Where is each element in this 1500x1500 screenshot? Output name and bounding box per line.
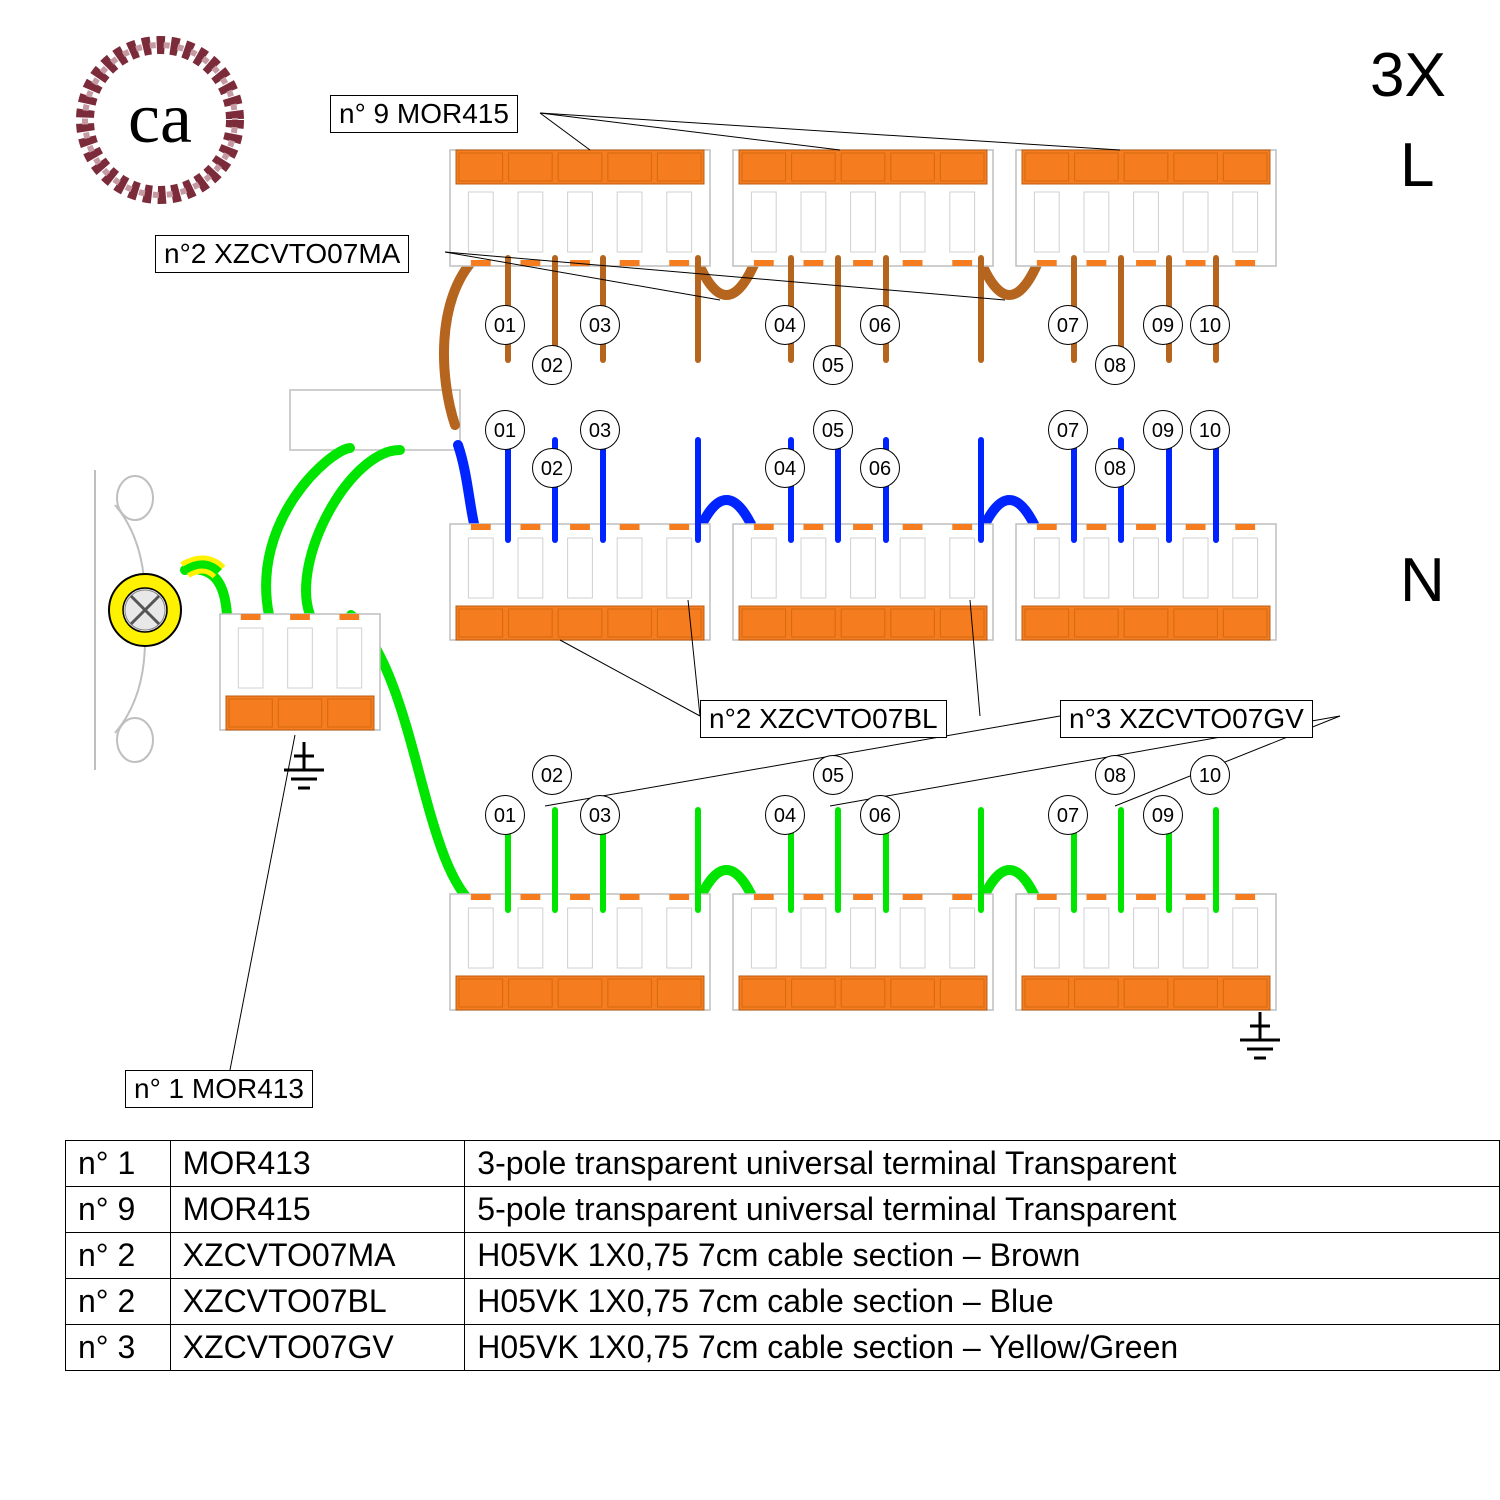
callout-green: n°3 XZCVTO07GV [1060,700,1313,738]
label-N: N [1400,545,1445,616]
wire-number-badge: 01 [485,305,525,345]
wiring-diagram: ca [0,0,1500,1500]
wire-number-badge: 04 [765,448,805,488]
table-cell: H05VK 1X0,75 7cm cable section – Brown [465,1233,1500,1279]
wire-number-badge: 02 [532,448,572,488]
wire-number-badge: 01 [485,410,525,450]
label-3x: 3X [1370,40,1446,111]
table-cell: n° 3 [66,1325,171,1371]
wire-number-badge: 10 [1190,755,1230,795]
wire-number-badge: 09 [1143,305,1183,345]
connector-5pole [450,524,710,640]
wire-number-badge: 08 [1095,448,1135,488]
wire-number-badge: 04 [765,795,805,835]
connector-5pole [1016,524,1276,640]
connector-5pole [733,894,993,1010]
wire-number-badge: 03 [580,410,620,450]
wire-number-badge: 06 [860,795,900,835]
wire-number-badge: 07 [1048,795,1088,835]
connector-5pole [733,524,993,640]
label-L: L [1400,130,1434,201]
wire-number-badge: 10 [1190,305,1230,345]
wire-number-badge: 02 [532,345,572,385]
wire-number-badge: 05 [813,755,853,795]
wire-number-badge: 05 [813,345,853,385]
table-cell: H05VK 1X0,75 7cm cable section – Blue [465,1279,1500,1325]
junction-box [290,390,460,450]
wire-number-badge: 04 [765,305,805,345]
connector-5pole [450,150,710,266]
wire-number-badge: 09 [1143,795,1183,835]
wire-number-badge: 07 [1048,305,1088,345]
wire-number-badge: 10 [1190,410,1230,450]
table-cell: XZCVTO07GV [170,1325,465,1371]
wire-number-badge: 01 [485,795,525,835]
table-row: n° 3XZCVTO07GVH05VK 1X0,75 7cm cable sec… [66,1325,1500,1371]
connector-5pole [1016,894,1276,1010]
table-row: n° 1MOR4133-pole transparent universal t… [66,1141,1500,1187]
connector-3pole [220,614,380,730]
table-cell: 5-pole transparent universal terminal Tr… [465,1187,1500,1233]
table-cell: 3-pole transparent universal terminal Tr… [465,1141,1500,1187]
wire-number-badge: 08 [1095,755,1135,795]
ground-symbol [284,742,324,788]
ground-ring-terminal [109,564,219,646]
connector-5pole [450,894,710,1010]
table-row: n° 2XZCVTO07MAH05VK 1X0,75 7cm cable sec… [66,1233,1500,1279]
callout-blue: n°2 XZCVTO07BL [700,700,947,738]
callout-mor413: n° 1 MOR413 [125,1070,313,1108]
table-cell: n° 1 [66,1141,171,1187]
table-cell: n° 2 [66,1233,171,1279]
parts-table: n° 1MOR4133-pole transparent universal t… [65,1140,1500,1371]
wire-number-badge: 07 [1048,410,1088,450]
ground-symbol [1240,1012,1280,1058]
table-row: n° 9MOR4155-pole transparent universal t… [66,1187,1500,1233]
wire-number-badge: 06 [860,305,900,345]
table-cell: n° 2 [66,1279,171,1325]
wire-number-badge: 06 [860,448,900,488]
wire-number-badge: 09 [1143,410,1183,450]
table-cell: MOR413 [170,1141,465,1187]
table-cell: MOR415 [170,1187,465,1233]
table-cell: H05VK 1X0,75 7cm cable section – Yellow/… [465,1325,1500,1371]
table-cell: XZCVTO07BL [170,1279,465,1325]
wire-number-badge: 08 [1095,345,1135,385]
table-cell: n° 9 [66,1187,171,1233]
connector-5pole [1016,150,1276,266]
wire-number-badge: 03 [580,305,620,345]
table-cell: XZCVTO07MA [170,1233,465,1279]
wire-number-badge: 03 [580,795,620,835]
connector-5pole [733,150,993,266]
table-row: n° 2XZCVTO07BLH05VK 1X0,75 7cm cable sec… [66,1279,1500,1325]
callout-mor415: n° 9 MOR415 [330,95,518,133]
wire-number-badge: 05 [813,410,853,450]
wire-number-badge: 02 [532,755,572,795]
callout-brown: n°2 XZCVTO07MA [155,235,409,273]
